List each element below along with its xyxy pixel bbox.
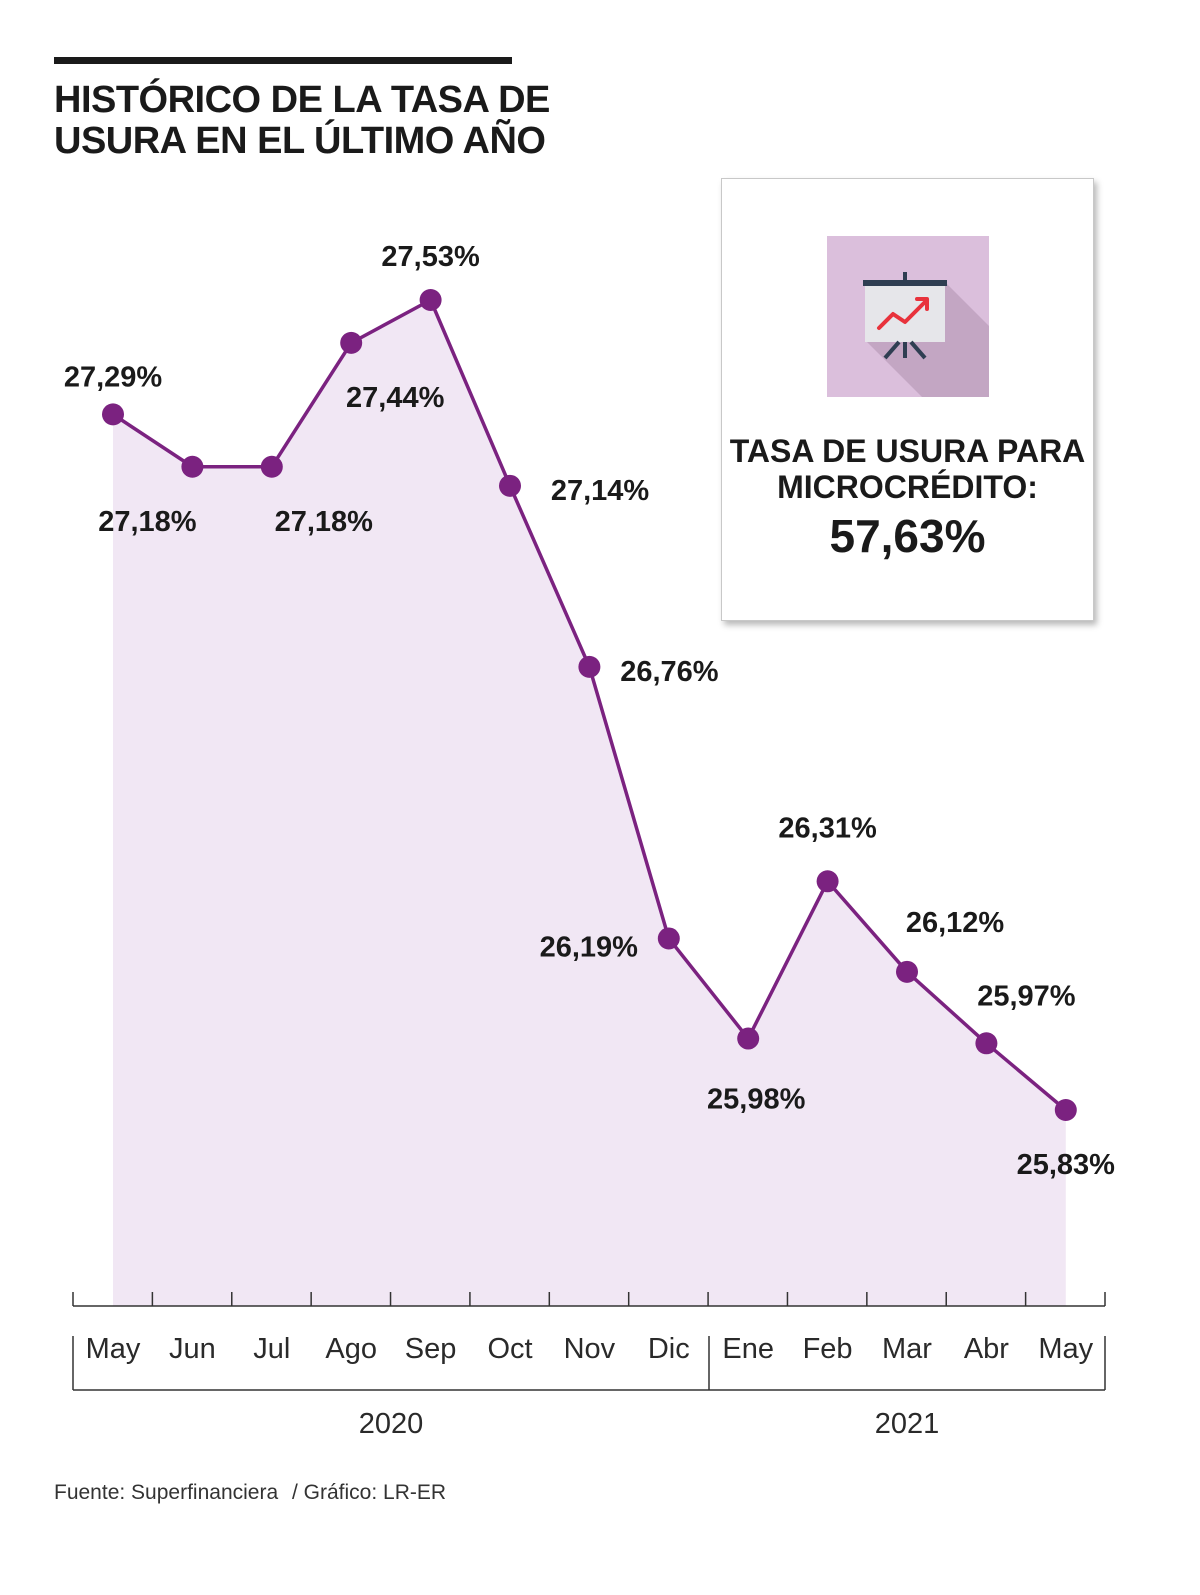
data-point <box>896 960 918 983</box>
microcredit-label-line-2: MICROCRÉDITO: <box>777 469 1038 505</box>
data-label: 26,12% <box>906 907 1005 939</box>
data-point <box>975 1032 998 1055</box>
year-label: 2021 <box>875 1408 940 1440</box>
data-point <box>181 455 204 478</box>
data-label: 26,76% <box>620 656 719 688</box>
x-tick-label: Sep <box>405 1333 457 1365</box>
data-point <box>499 474 521 497</box>
microcredit-rate-card: TASA DE USURA PARA MICROCRÉDITO: 57,63% <box>721 178 1094 621</box>
x-tick-label: Feb <box>803 1333 853 1365</box>
x-tick-label: Ago <box>325 1333 377 1365</box>
data-label: 27,29% <box>64 361 163 393</box>
data-point <box>340 331 363 354</box>
presentation-chart-icon <box>827 236 989 397</box>
x-tick-label: Oct <box>487 1333 532 1365</box>
x-tick-label: Ene <box>722 1333 774 1365</box>
data-label: 26,19% <box>540 931 639 963</box>
x-tick-label: Jun <box>169 1333 216 1365</box>
data-point <box>657 927 680 950</box>
data-point <box>737 1027 760 1050</box>
chart-title: HISTÓRICO DE LA TASA DE USURA EN EL ÚLTI… <box>54 80 614 162</box>
data-label: 25,97% <box>977 980 1076 1012</box>
data-point <box>578 655 601 678</box>
x-tick-label: Mar <box>882 1333 932 1365</box>
source-text: Fuente: Superfinanciera <box>54 1481 279 1504</box>
x-tick-label: Dic <box>648 1333 690 1365</box>
data-label: 26,31% <box>778 812 877 844</box>
data-label: 25,83% <box>1017 1149 1116 1181</box>
x-tick-label: Jul <box>253 1333 290 1365</box>
microcredit-rate-value: 57,63% <box>829 510 986 562</box>
data-point <box>102 403 124 426</box>
data-label: 27,18% <box>98 506 197 538</box>
x-tick-label: May <box>1038 1333 1093 1365</box>
x-tick-label: Nov <box>564 1333 616 1365</box>
data-label: 27,14% <box>551 475 650 507</box>
microcredit-label-line-1: TASA DE USURA PARA <box>729 433 1086 469</box>
source-note: Fuente: Superfinanciera / Gráfico: LR-ER <box>54 1481 454 1505</box>
microcredit-rate-label: TASA DE USURA PARA MICROCRÉDITO: <box>722 433 1093 505</box>
credit-text: / Gráfico: LR-ER <box>291 1481 447 1504</box>
title-rule <box>54 57 512 64</box>
x-tick-label: Abr <box>964 1333 1009 1365</box>
data-label: 27,44% <box>346 382 445 414</box>
data-point <box>419 289 442 311</box>
chart-title-line-2: USURA EN EL ÚLTIMO AÑO <box>54 120 546 162</box>
data-point <box>816 870 839 893</box>
area-fill <box>113 300 1066 1306</box>
data-label: 25,98% <box>707 1084 806 1116</box>
chart-title-line-1: HISTÓRICO DE LA TASA DE <box>54 79 550 121</box>
data-label: 27,18% <box>275 506 374 538</box>
data-label: 27,53% <box>381 241 480 273</box>
year-label: 2020 <box>359 1408 424 1440</box>
data-point <box>260 455 283 478</box>
data-point <box>1054 1099 1077 1121</box>
x-tick-label: May <box>86 1333 141 1365</box>
